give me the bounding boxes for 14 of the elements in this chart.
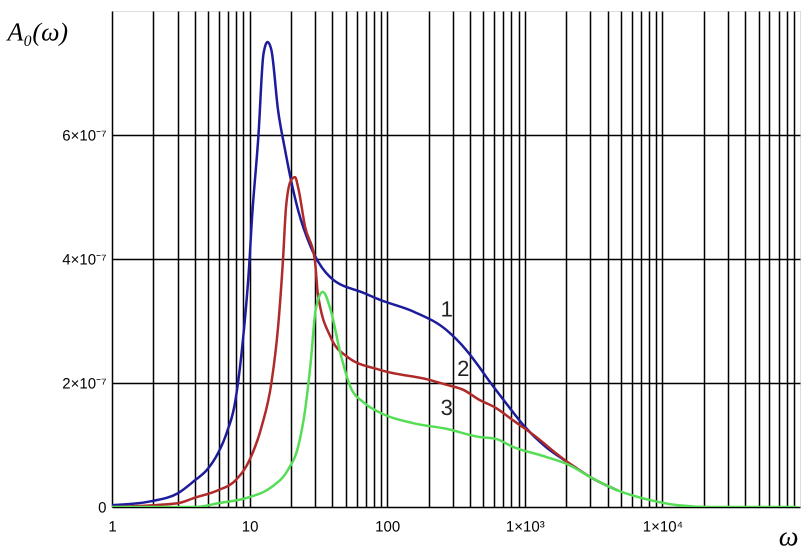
series-label: 3 [440,394,453,420]
y-tick-label: 0 [98,500,106,516]
x-tick-label: 1×10³ [506,518,545,536]
series-label: 2 [457,356,470,381]
x-tick-label: 100 [375,518,400,536]
x-tick-label: 1×10⁴ [642,518,684,536]
y-tick-label: 6×10⁻⁷ [62,128,106,144]
x-tick-label: 1 [108,518,117,536]
x-tick-label: 10 [242,518,258,536]
y-tick-label: 2×10⁻⁷ [62,376,106,392]
y-axis-title: A₀(ω) [6,18,68,46]
x-axis-title: ω [778,522,798,552]
series-label: 1 [440,296,453,322]
y-tick-label: 4×10⁻⁷ [62,252,106,268]
